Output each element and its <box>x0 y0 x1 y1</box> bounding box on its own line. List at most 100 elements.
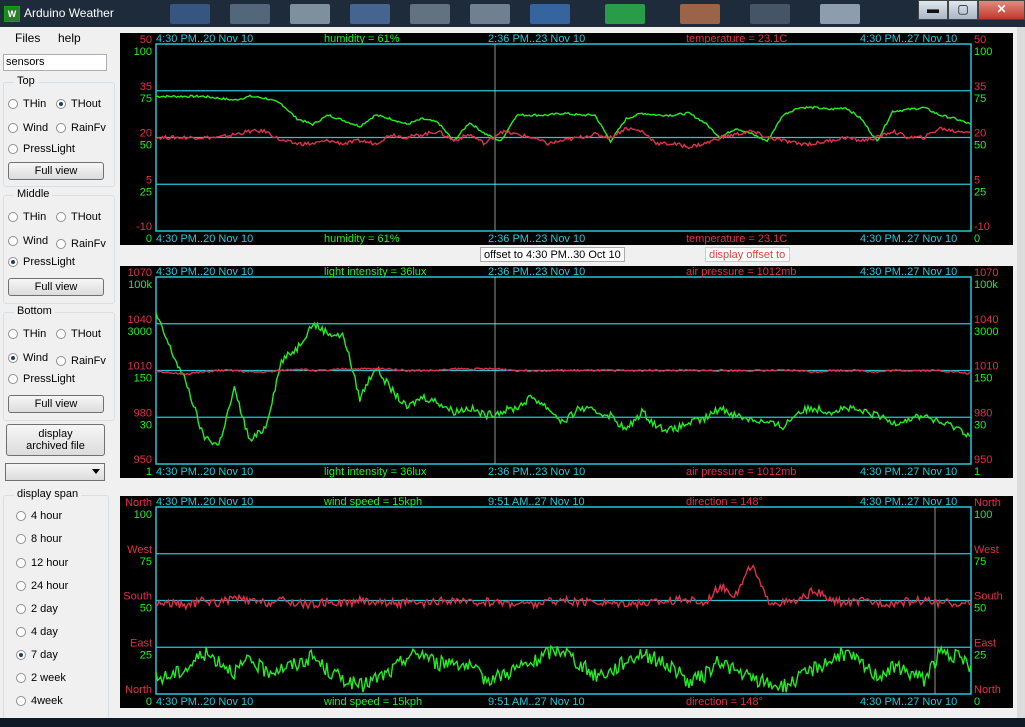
middle-plot-canvas[interactable]: 1070100k1070100k104030001040300010101501… <box>120 266 1013 478</box>
radio-icon <box>8 123 18 133</box>
middle-radio-presslight[interactable]: PressLight <box>8 256 75 268</box>
bottom-radio-thin[interactable]: THin <box>8 328 46 340</box>
left-axis-green-label: 0 <box>146 696 152 708</box>
left-axis-red-label: West <box>127 544 152 556</box>
footer-label: temperature = 23.1C <box>686 233 787 245</box>
bottom-radio-wind[interactable]: Wind <box>8 352 48 364</box>
radio-icon <box>8 374 18 384</box>
header-label: wind speed = 15kph <box>323 496 422 508</box>
span-radio-7-day[interactable]: 7 day <box>16 649 58 661</box>
window-title: Arduino Weather <box>24 6 114 20</box>
right-axis-green-label: 0 <box>974 233 980 245</box>
left-axis-red-label: 950 <box>134 454 152 466</box>
left-axis-green-label: 100k <box>128 279 152 291</box>
right-axis-red-label: 35 <box>974 81 986 93</box>
left-axis-red-label: 20 <box>140 128 152 140</box>
top-radio-rainfv[interactable]: RainFv <box>56 122 106 134</box>
top-plot-canvas[interactable]: 50100501003575357520502050525525-100-100… <box>120 33 1013 245</box>
top-full-view-button[interactable]: Full view <box>8 162 104 180</box>
left-axis-green-label: 75 <box>140 556 152 568</box>
title-bar: W Arduino Weather ▬ ▢ ✕ <box>0 0 1025 27</box>
left-axis-green-label: 25 <box>140 649 152 661</box>
top-radio-thin[interactable]: THin <box>8 98 46 110</box>
display-span-title: display span <box>14 488 82 500</box>
header-label: 9:51 AM..27 Nov 10 <box>488 496 585 508</box>
middle-plot[interactable]: 1070 100k 1070 100k 1040 3000 1040 3000 1010 150 1… <box>120 266 1013 478</box>
bottom-plot[interactable]: North 100 North 100 West 75 West 75 South 50 South… <box>120 496 1013 708</box>
radio-icon <box>16 673 26 683</box>
right-axis-green-label: 25 <box>974 649 986 661</box>
header-label: 4:30 PM..20 Nov 10 <box>156 33 253 45</box>
right-axis-red-label: North <box>974 497 1001 509</box>
footer-label: 4:30 PM..20 Nov 10 <box>156 466 253 478</box>
radio-icon <box>16 558 26 568</box>
display-span-group: display span 4 hour 8 hour 12 hour 24 ho… <box>3 488 109 722</box>
menu-files[interactable]: Files <box>15 31 41 45</box>
bottom-radio-presslight[interactable]: PressLight <box>8 373 75 385</box>
top-radio-presslight[interactable]: PressLight <box>8 143 75 155</box>
bottom-group-title: Bottom <box>14 305 55 317</box>
display-archived-file-button[interactable]: display archived file <box>6 424 105 456</box>
menu-help[interactable]: help <box>58 31 81 45</box>
radio-icon <box>8 329 18 339</box>
span-radio-2-week[interactable]: 2 week <box>16 672 66 684</box>
right-axis-green-label: 150 <box>974 373 992 385</box>
middle-radio-rainfv[interactable]: RainFv <box>56 238 106 250</box>
left-axis-green-label: 100 <box>134 46 152 58</box>
span-radio-4-hour[interactable]: 4 hour <box>16 510 62 522</box>
span-radio-4-day[interactable]: 4 day <box>16 626 58 638</box>
bottom-full-view-button[interactable]: Full view <box>8 395 104 413</box>
archive-button-line2: archived file <box>26 440 85 452</box>
temperature-series <box>155 126 972 150</box>
middle-full-view-button[interactable]: Full view <box>8 278 104 296</box>
radio-icon <box>56 329 66 339</box>
footer-label: wind speed = 15kph <box>323 696 422 708</box>
middle-radio-thin[interactable]: THin <box>8 211 46 223</box>
footer-label: air pressure = 1012mb <box>686 466 796 478</box>
span-radio-4week[interactable]: 4week <box>16 695 63 707</box>
sensors-field[interactable]: sensors <box>3 54 107 71</box>
left-axis-red-label: -10 <box>136 221 152 233</box>
right-axis-red-label: 950 <box>974 454 992 466</box>
radio-icon <box>8 99 18 109</box>
maximize-button[interactable]: ▢ <box>948 0 978 20</box>
radio-icon <box>16 511 26 521</box>
footer-label: 4:30 PM..20 Nov 10 <box>156 696 253 708</box>
right-axis-red-label: 5 <box>974 174 980 186</box>
footer-label: 9:51 AM..27 Nov 10 <box>488 696 585 708</box>
left-axis-green-label: 1 <box>146 466 152 478</box>
humidity-series <box>155 94 972 144</box>
top-group: Top THin THout Wind RainFv PressLight Fu… <box>3 75 115 187</box>
radio-icon <box>8 236 18 246</box>
footer-label: 2:36 PM..23 Nov 10 <box>488 233 585 245</box>
middle-radio-wind[interactable]: Wind <box>8 235 48 247</box>
bottom-radio-thout[interactable]: THout <box>56 328 101 340</box>
offset-to-field[interactable]: offset to 4:30 PM..30 Oct 10 <box>480 247 625 262</box>
display-offset-button[interactable]: display offset to <box>705 247 790 262</box>
left-axis-green-label: 0 <box>146 233 152 245</box>
middle-radio-thout[interactable]: THout <box>56 211 101 223</box>
app-icon: W <box>4 6 20 22</box>
span-radio-24-hour[interactable]: 24 hour <box>16 580 68 592</box>
scrollbar[interactable] <box>1017 27 1025 718</box>
left-axis-green-label: 25 <box>140 186 152 198</box>
bottom-radio-rainfv[interactable]: RainFv <box>56 355 106 367</box>
minimize-button[interactable]: ▬ <box>918 0 948 20</box>
top-plot[interactable]: 50 100 50 100 35 75 35 75 20 50 20 50 5 25 5 25 -10 0 -10 0… <box>120 33 1013 245</box>
top-radio-wind[interactable]: Wind <box>8 122 48 134</box>
close-button[interactable]: ✕ <box>978 0 1025 20</box>
left-axis-red-label: 1040 <box>128 314 152 326</box>
bottom-group: Bottom THin THout Wind RainFv PressLight… <box>3 305 115 421</box>
chevron-down-icon <box>92 469 100 474</box>
archive-file-dropdown[interactable] <box>5 463 105 481</box>
bottom-plot-canvas[interactable]: North100North100West75West75South50South… <box>120 496 1013 708</box>
left-axis-red-label: 1010 <box>128 361 152 373</box>
span-radio-12-hour[interactable]: 12 hour <box>16 557 68 569</box>
radio-icon <box>16 696 26 706</box>
span-radio-8-hour[interactable]: 8 hour <box>16 533 62 545</box>
span-radio-2-day[interactable]: 2 day <box>16 603 58 615</box>
header-label: light intensity = 36lux <box>324 266 427 278</box>
top-radio-thout[interactable]: THout <box>56 98 101 110</box>
header-label: air pressure = 1012mb <box>686 266 796 278</box>
right-axis-red-label: East <box>974 637 996 649</box>
